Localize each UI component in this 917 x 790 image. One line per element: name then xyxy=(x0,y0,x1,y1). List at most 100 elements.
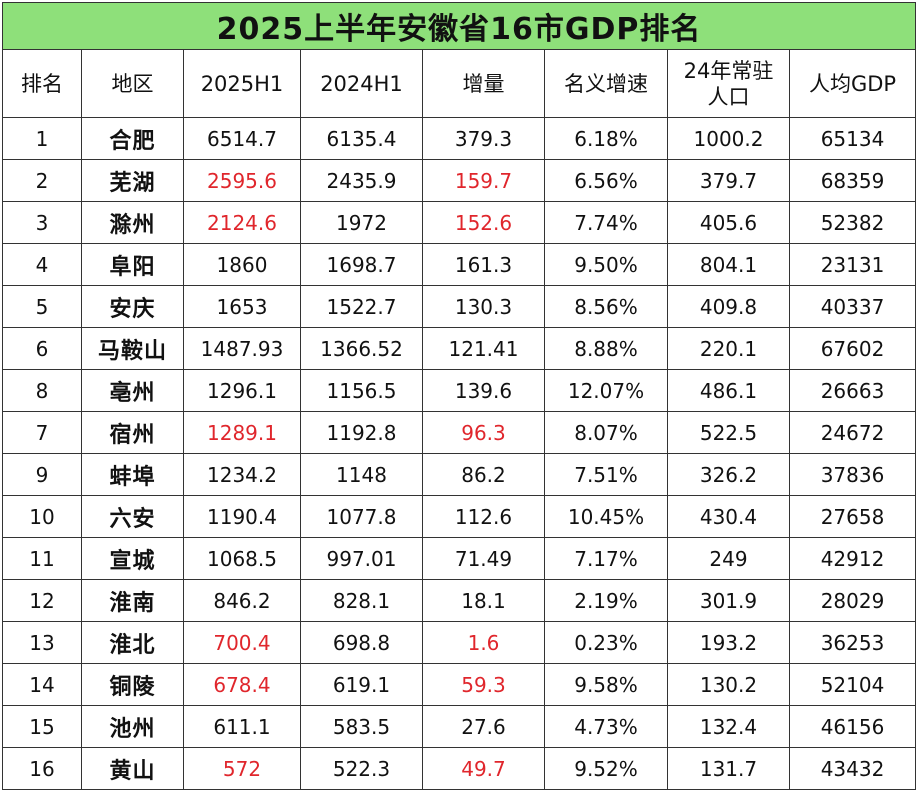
cell-2025h1: 1289.1 xyxy=(183,411,301,454)
cell-population: 132.4 xyxy=(667,705,790,748)
cell-region: 铜陵 xyxy=(81,663,184,706)
header-region: 地区 xyxy=(81,49,184,118)
cell-per-capita-gdp: 43432 xyxy=(788,747,917,790)
cell-2024h1: 828.1 xyxy=(300,579,423,622)
cell-rank: 12 xyxy=(2,579,82,622)
cell-2024h1: 1077.8 xyxy=(300,495,423,538)
cell-increment: 71.49 xyxy=(422,537,545,580)
cell-rank: 5 xyxy=(2,285,82,328)
cell-rank: 8 xyxy=(2,369,82,412)
cell-increment: 159.7 xyxy=(422,159,545,202)
cell-2025h1: 1487.93 xyxy=(183,327,301,370)
cell-nominal-growth: 6.56% xyxy=(544,159,668,202)
header-rank: 排名 xyxy=(2,49,82,118)
cell-rank: 1 xyxy=(2,117,82,160)
cell-2025h1: 1653 xyxy=(183,285,301,328)
cell-region: 合肥 xyxy=(81,117,184,160)
cell-increment: 112.6 xyxy=(422,495,545,538)
cell-nominal-growth: 8.56% xyxy=(544,285,668,328)
cell-per-capita-gdp: 37836 xyxy=(788,453,917,496)
cell-region: 阜阳 xyxy=(81,243,184,286)
cell-region: 宣城 xyxy=(81,537,184,580)
cell-rank: 6 xyxy=(2,327,82,370)
table-row: 7 宿州 1289.1 1192.8 96.3 8.07% 522.5 24672 xyxy=(2,411,917,454)
cell-per-capita-gdp: 42912 xyxy=(788,537,917,580)
cell-nominal-growth: 9.58% xyxy=(544,663,668,706)
cell-population: 249 xyxy=(667,537,790,580)
cell-nominal-growth: 7.51% xyxy=(544,453,668,496)
cell-increment: 130.3 xyxy=(422,285,545,328)
cell-increment: 49.7 xyxy=(422,747,545,790)
cell-nominal-growth: 12.07% xyxy=(544,369,668,412)
cell-nominal-growth: 0.23% xyxy=(544,621,668,664)
cell-2025h1: 846.2 xyxy=(183,579,301,622)
cell-rank: 7 xyxy=(2,411,82,454)
cell-increment: 27.6 xyxy=(422,705,545,748)
cell-2025h1: 700.4 xyxy=(183,621,301,664)
cell-per-capita-gdp: 68359 xyxy=(788,159,917,202)
cell-population: 405.6 xyxy=(667,201,790,244)
cell-rank: 14 xyxy=(2,663,82,706)
cell-population: 430.4 xyxy=(667,495,790,538)
cell-rank: 11 xyxy=(2,537,82,580)
cell-2024h1: 1522.7 xyxy=(300,285,423,328)
table-row: 16 黄山 572 522.3 49.7 9.52% 131.7 43432 xyxy=(2,747,917,790)
cell-region: 黄山 xyxy=(81,747,184,790)
cell-per-capita-gdp: 65134 xyxy=(788,117,917,160)
table-row: 8 亳州 1296.1 1156.5 139.6 12.07% 486.1 26663 xyxy=(2,369,917,412)
cell-increment: 379.3 xyxy=(422,117,545,160)
cell-population: 409.8 xyxy=(667,285,790,328)
cell-region: 芜湖 xyxy=(81,159,184,202)
cell-population: 486.1 xyxy=(667,369,790,412)
cell-2025h1: 2595.6 xyxy=(183,159,301,202)
cell-population: 220.1 xyxy=(667,327,790,370)
table-row: 1 合肥 6514.7 6135.4 379.3 6.18% 1000.2 65134 xyxy=(2,117,917,160)
cell-2024h1: 522.3 xyxy=(300,747,423,790)
cell-rank: 15 xyxy=(2,705,82,748)
cell-population: 301.9 xyxy=(667,579,790,622)
cell-increment: 86.2 xyxy=(422,453,545,496)
cell-region: 滁州 xyxy=(81,201,184,244)
cell-increment: 59.3 xyxy=(422,663,545,706)
table-row: 9 蚌埠 1234.2 1148 86.2 7.51% 326.2 37836 xyxy=(2,453,917,496)
cell-2025h1: 1234.2 xyxy=(183,453,301,496)
table-row: 11 宣城 1068.5 997.01 71.49 7.17% 249 42912 xyxy=(2,537,917,580)
cell-region: 蚌埠 xyxy=(81,453,184,496)
cell-rank: 3 xyxy=(2,201,82,244)
cell-rank: 16 xyxy=(2,747,82,790)
cell-2024h1: 6135.4 xyxy=(300,117,423,160)
header-per-capita-gdp: 人均GDP xyxy=(788,49,917,118)
cell-per-capita-gdp: 27658 xyxy=(788,495,917,538)
cell-2024h1: 619.1 xyxy=(300,663,423,706)
header-row: 排名 地区 2025H1 2024H1 增量 名义增速 24年常驻人口 人均GD… xyxy=(2,49,917,118)
cell-2025h1: 1296.1 xyxy=(183,369,301,412)
cell-2024h1: 1698.7 xyxy=(300,243,423,286)
cell-2024h1: 1366.52 xyxy=(300,327,423,370)
cell-region: 淮南 xyxy=(81,579,184,622)
cell-increment: 18.1 xyxy=(422,579,545,622)
cell-nominal-growth: 9.50% xyxy=(544,243,668,286)
cell-per-capita-gdp: 52382 xyxy=(788,201,917,244)
table-row: 6 马鞍山 1487.93 1366.52 121.41 8.88% 220.1 67602 xyxy=(2,327,917,370)
cell-2024h1: 698.8 xyxy=(300,621,423,664)
cell-2024h1: 2435.9 xyxy=(300,159,423,202)
cell-2025h1: 1190.4 xyxy=(183,495,301,538)
cell-2025h1: 1068.5 xyxy=(183,537,301,580)
cell-population: 130.2 xyxy=(667,663,790,706)
table-title: 2025上半年安徽省16市GDP排名 xyxy=(1,2,917,50)
cell-2025h1: 1860 xyxy=(183,243,301,286)
table-row: 15 池州 611.1 583.5 27.6 4.73% 132.4 46156 xyxy=(2,705,917,748)
cell-increment: 121.41 xyxy=(422,327,545,370)
cell-population: 522.5 xyxy=(667,411,790,454)
cell-region: 六安 xyxy=(81,495,184,538)
cell-region: 池州 xyxy=(81,705,184,748)
table-row: 5 安庆 1653 1522.7 130.3 8.56% 409.8 40337 xyxy=(2,285,917,328)
header-2024h1: 2024H1 xyxy=(300,49,423,118)
cell-2025h1: 678.4 xyxy=(183,663,301,706)
cell-nominal-growth: 2.19% xyxy=(544,579,668,622)
header-population: 24年常驻人口 xyxy=(667,49,790,118)
cell-per-capita-gdp: 67602 xyxy=(788,327,917,370)
cell-per-capita-gdp: 46156 xyxy=(788,705,917,748)
